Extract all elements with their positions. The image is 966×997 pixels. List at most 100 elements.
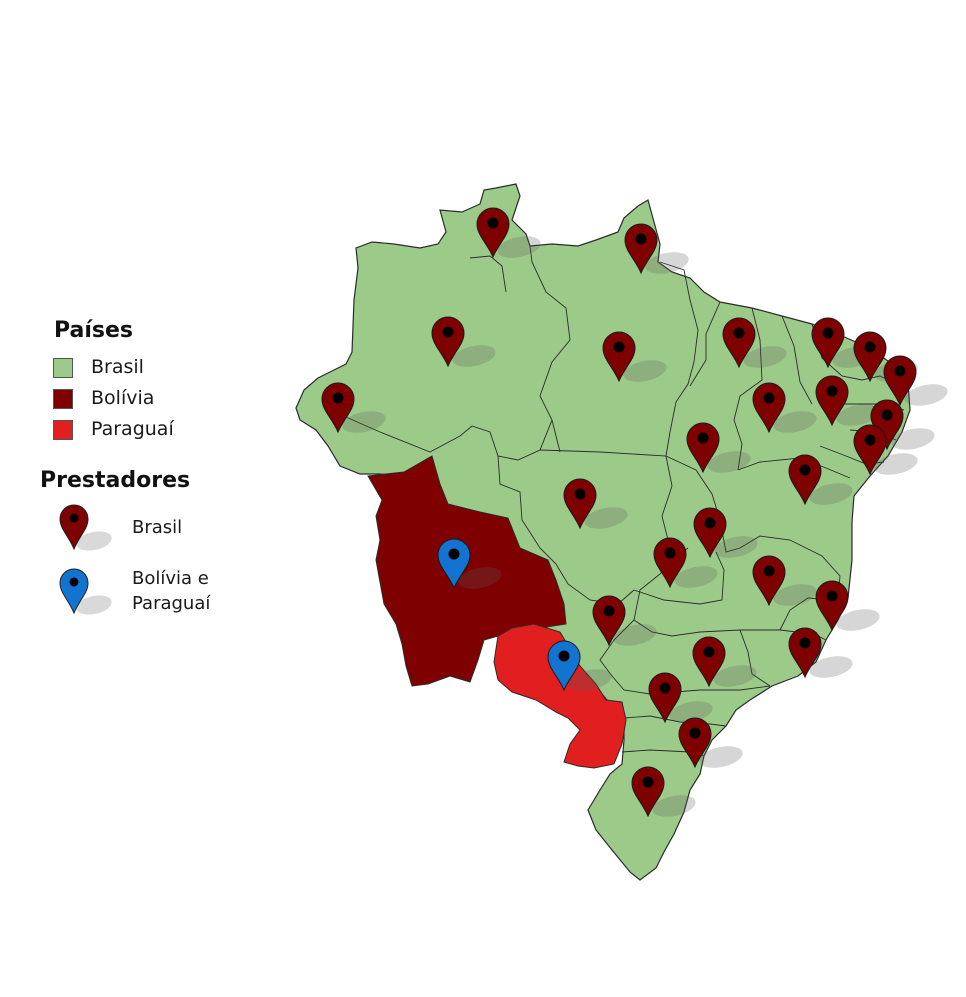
pin-dot — [697, 432, 709, 444]
pin-dot — [332, 392, 344, 404]
pin-dot — [487, 217, 499, 229]
pin-body — [321, 382, 355, 434]
pin-body — [788, 454, 822, 506]
pin-body — [883, 355, 917, 407]
pin-shadow — [497, 236, 541, 258]
pin-dot — [635, 233, 647, 245]
pin-body — [752, 555, 786, 607]
map-pin-red-icon[interactable] — [692, 636, 759, 690]
pin-dot — [659, 682, 671, 694]
pin-body — [592, 595, 626, 647]
pin-dot — [864, 341, 876, 353]
pin-body — [648, 672, 682, 724]
pin-shadow — [645, 252, 689, 274]
pin-dot — [763, 392, 775, 404]
map-pin-red-icon[interactable] — [853, 424, 920, 478]
pin-body — [752, 382, 786, 434]
pin-shadow — [743, 346, 787, 368]
pin-dot — [822, 327, 834, 339]
pin-dot — [613, 341, 625, 353]
map-pin-blue-icon[interactable] — [547, 640, 614, 694]
pin-dot — [704, 517, 716, 529]
map-pin-red-icon[interactable] — [722, 317, 789, 371]
pin-dot — [603, 605, 615, 617]
swatch-bolivia — [53, 389, 73, 409]
map-pin-red-icon[interactable] — [815, 580, 882, 634]
map-pin-red-icon[interactable] — [788, 454, 855, 508]
pin-dot — [864, 434, 876, 446]
legend-label-paraguai: Paraguaí — [91, 418, 174, 440]
pin-shadow — [652, 795, 696, 817]
map-pin-red-icon[interactable] — [631, 766, 698, 820]
pin-dot — [642, 776, 654, 788]
map-pin-red-icon[interactable] — [602, 331, 669, 385]
legend-label-prestador-brasil: Brasil — [132, 517, 183, 538]
pin-body — [693, 507, 727, 559]
legend-item-prestador-brasil: Brasil — [40, 503, 280, 563]
map-pin-red-icon[interactable] — [678, 717, 745, 771]
legend-label-bolivia: Bolívia — [91, 387, 155, 409]
map-pin-red-icon[interactable] — [883, 355, 950, 409]
map-pin-red-icon[interactable] — [648, 672, 715, 726]
map-pin-red-icon[interactable] — [788, 627, 855, 681]
legend-label-prestador-bolivia-paraguai-1: Bolívia e — [132, 568, 209, 589]
map-pin-red-icon[interactable] — [321, 382, 388, 436]
pin-shadow — [809, 483, 853, 505]
pin-body — [547, 640, 581, 692]
pin-shadow — [623, 360, 667, 382]
map-pin-red-icon[interactable] — [686, 422, 753, 476]
pin-dot — [703, 646, 715, 658]
pin-body — [686, 422, 720, 474]
map-pin-red-icon[interactable] — [752, 555, 819, 609]
pin-dot — [881, 409, 893, 421]
pin-body — [722, 317, 756, 369]
pin-body — [853, 331, 887, 383]
pin-body — [437, 538, 471, 590]
map-pin-red-icon[interactable] — [624, 223, 691, 277]
pin-body — [653, 537, 687, 589]
pin-dot — [894, 365, 906, 377]
pin-body — [692, 636, 726, 688]
map-pin-red-icon[interactable] — [431, 316, 498, 370]
legend-item-bolivia: Bolívia — [40, 386, 280, 417]
pin-shadow — [714, 536, 758, 558]
map-pin-red-icon[interactable] — [693, 507, 760, 561]
pin-dot — [799, 464, 811, 476]
pin-shadow — [699, 746, 743, 768]
pin-shadow — [773, 584, 817, 606]
pin-shadow — [713, 665, 757, 687]
map-pin-blue-icon — [59, 568, 112, 615]
markers-layer — [321, 207, 950, 820]
map-pin-red-icon[interactable] — [653, 537, 720, 591]
pin-body — [624, 223, 658, 275]
map-pin-red-icon[interactable] — [752, 382, 819, 436]
swatch-brasil — [53, 358, 73, 378]
country-bolivia — [367, 455, 567, 687]
legend-label-prestador-bolivia-paraguai-2: Paraguaí — [132, 593, 211, 614]
pin-shadow — [674, 566, 718, 588]
map-pin-blue-icon[interactable] — [437, 538, 504, 592]
pin-shadow — [836, 404, 880, 426]
map-pin-red-icon[interactable] — [476, 207, 543, 261]
pin-body — [815, 375, 849, 427]
pin-shadow — [809, 656, 853, 678]
map-pin-red-icon[interactable] — [592, 595, 659, 649]
pin-shadow — [584, 507, 628, 529]
pin-body — [811, 317, 845, 369]
pin-shadow — [874, 453, 918, 475]
pin-dot — [826, 385, 838, 397]
pin-dot — [689, 727, 701, 739]
map-pin-red-icon[interactable] — [563, 478, 630, 532]
pin-dot — [733, 327, 745, 339]
legend-prestadores-title: Prestadores — [40, 468, 191, 493]
legend-item-brasil: Brasil — [40, 355, 280, 386]
legend-label-brasil: Brasil — [91, 356, 144, 378]
legend-item-prestador-bolivia-paraguai: Bolívia e Paraguaí — [40, 567, 280, 627]
pin-shadow — [342, 411, 386, 433]
pin-dot — [799, 637, 811, 649]
map-pin-red-icon[interactable] — [815, 375, 882, 429]
legend: Países Brasil Bolívia Paraguaí Prestador… — [40, 318, 280, 627]
pin-shadow — [904, 384, 948, 406]
pin-dot — [763, 565, 775, 577]
